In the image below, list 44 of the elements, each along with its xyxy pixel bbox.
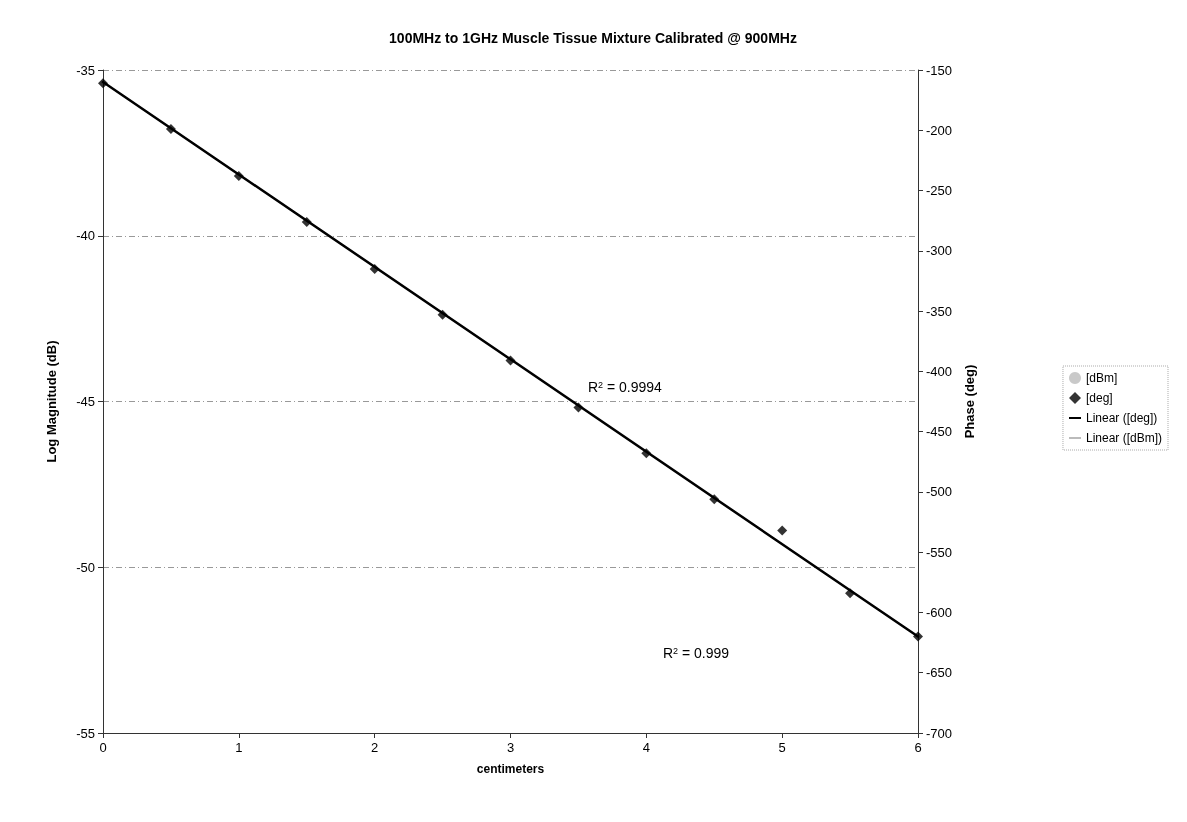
point	[437, 309, 448, 320]
y2-tick-label: -550	[926, 544, 953, 560]
point	[165, 124, 176, 135]
y-tick-label: -40	[76, 228, 95, 244]
y2-tick-label: -350	[926, 303, 953, 319]
point	[301, 216, 312, 227]
y-tick-label: -45	[76, 394, 95, 409]
x-tick-label: 4	[642, 740, 650, 755]
y2-tick-label: -450	[926, 424, 953, 440]
legend-label: Linear ([deg])	[1085, 411, 1158, 425]
point	[641, 448, 652, 459]
point	[777, 525, 788, 536]
y-axis-title: Log Magnitude (dB)	[44, 340, 59, 463]
y2-tick-label: -600	[926, 604, 953, 620]
y-tick-label: -50	[76, 559, 95, 575]
point	[505, 355, 516, 366]
y-tick-label: -35	[76, 62, 95, 78]
x-tick-label: 1	[235, 740, 243, 755]
x-tick-label: 0	[99, 740, 107, 755]
point	[573, 402, 584, 413]
x-tick-label: 3	[506, 740, 515, 755]
y2-tick-label: -650	[926, 665, 953, 681]
point	[233, 171, 244, 182]
y2-tick-label: -150	[926, 62, 953, 78]
point	[913, 631, 923, 642]
y2-tick-label: -300	[926, 243, 953, 259]
y2-tick-label: -250	[926, 183, 953, 199]
y2-axis-title: Phase (deg)	[962, 364, 977, 439]
y2-tick-label: -200	[926, 122, 953, 138]
legend-label: [deg]	[1085, 391, 1113, 405]
x-tick-label: 2	[371, 740, 379, 755]
point	[709, 494, 720, 505]
point	[369, 263, 380, 274]
y-tick-label: -55	[76, 725, 95, 741]
y2-tick-label: -700	[926, 725, 953, 741]
x-tick-label: 6	[914, 740, 922, 755]
legend-label: Linear ([dBm])	[1085, 431, 1163, 445]
y2-tick-label: -500	[926, 484, 953, 500]
legend-label: [dBm]	[1085, 371, 1118, 385]
x-tick-label: 5	[778, 740, 786, 755]
y2-tick-label: -400	[926, 363, 953, 379]
point	[98, 78, 108, 89]
x-axis-title: centimeters	[476, 762, 545, 776]
chart-title: 100MHz to 1GHz Muscle Tissue Mixture Calibrated @ 900MHz	[389, 30, 797, 46]
